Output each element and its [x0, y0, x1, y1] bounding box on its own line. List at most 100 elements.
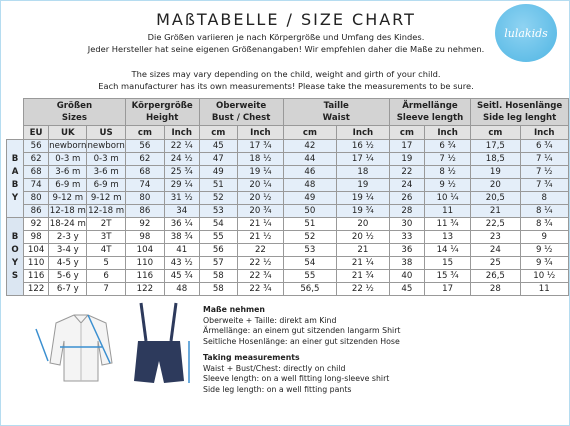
cell: 3-4 y: [48, 243, 88, 257]
group-header: Seitl. Hosenlänge Side leg lenght: [470, 98, 569, 126]
cell: 10 ¼: [424, 191, 472, 205]
cell: 58: [198, 269, 239, 283]
cell: 3-6 m: [86, 165, 126, 179]
intro-en: The sizes may vary depending on the chil…: [1, 68, 570, 92]
cell: 17 ¾: [237, 139, 284, 153]
intro-line: The sizes may vary depending on the chil…: [131, 69, 441, 79]
arrows: [35, 314, 111, 364]
section-letter: Y: [11, 192, 19, 203]
intro-line: Jeder Hersteller hat seine eigenen Größe…: [87, 44, 485, 54]
sub-header: EU: [23, 125, 50, 140]
cell: 8 ¼: [519, 204, 569, 218]
data-row: 104 3-4 y 4T 104 41 56 22 53 21 36 14 ¼ 24 9 ½: [7, 243, 569, 257]
sub-header: US: [86, 125, 126, 140]
data-row: 62 0-3 m 0-3 m 62 24 ½ 47 18 ½ 44 17 ¼ 19 7 ½ 18,5 7…: [7, 152, 569, 166]
cell: 9 ½: [424, 178, 472, 192]
cell: 41: [163, 243, 200, 257]
section-letter: O: [11, 244, 19, 255]
section-letter: Y: [11, 257, 19, 268]
note: Oberweite + Taille: direkt am Kind: [203, 315, 337, 325]
section-letter: A: [11, 166, 19, 177]
cell: 15: [424, 256, 472, 270]
cell: 18,5: [470, 152, 521, 166]
cell: 56: [124, 139, 165, 153]
cell: 38 ¾: [163, 230, 200, 244]
cell: 13: [424, 230, 472, 244]
section-letter: S: [11, 270, 19, 281]
data-row: 68 3-6 m 3-6 m 68 25 ¾ 49 19 ¼ 46 18 22 8 ½ 19 7 ½: [7, 165, 569, 179]
cell: 20 ½: [336, 230, 390, 244]
header-line: Seitl. Hosenlänge: [476, 101, 563, 111]
cell: 6-7 y: [48, 282, 88, 296]
sub-header-row: EU UK US cm Inch cm Inch cm Inch cm Inch cm Inch: [7, 125, 569, 140]
cell: 92: [23, 217, 50, 231]
data-row: 110 4-5 y 5 110 43 ½ 57 22 ½ 54 21 ¼ 38 15 25 9 ¾: [7, 256, 569, 270]
cell: 9 ½: [519, 243, 569, 257]
cell: 24: [388, 178, 426, 192]
header-line: Bust / Chest: [211, 113, 271, 123]
cell: 62: [23, 152, 50, 166]
cell: 56,5: [282, 282, 338, 296]
sub-header: Inch: [336, 125, 390, 140]
cell: 56: [23, 139, 50, 153]
note: Side leg length: on a well fitting pants: [203, 384, 352, 394]
data-row: 122 6-7 y 7 122 48 58 22 ¾ 56,5 22 ½ 45 17 28 11: [7, 282, 569, 296]
sub-header: cm: [124, 125, 165, 140]
cell: 5: [86, 256, 126, 270]
group-header: Taille Waist: [282, 98, 390, 126]
cell: 0-3 m: [48, 152, 88, 166]
sub-header: Inch: [424, 125, 472, 140]
note: Sleeve length: on a well fitting long-sl…: [203, 374, 390, 383]
cell: 34: [163, 204, 200, 218]
cell: 19 ¼: [336, 191, 390, 205]
sub-header: cm: [198, 125, 239, 140]
note: Ärmellänge: an einem gut sitzenden langa…: [203, 326, 401, 335]
data-row: B A B Y 56 newborn newborn 56 22 ¼ 45 17 ¾ 42 16 ½ 17…: [5, 139, 569, 218]
title: MAßTABELLE / SIZE CHART: [156, 10, 416, 29]
cell: 17: [388, 139, 426, 153]
cell: 2-3 y: [48, 230, 88, 244]
cell: 25 ¾: [163, 165, 200, 179]
cell: 53: [198, 204, 239, 218]
cell: 53: [282, 243, 338, 257]
note: Waist + Bust/Chest: directly on child: [203, 363, 346, 373]
sub-header: cm: [282, 125, 338, 140]
cell: 55: [198, 230, 239, 244]
cell: 56: [198, 243, 239, 257]
header-line: Sleeve length: [396, 113, 464, 123]
section-letter: B: [11, 153, 19, 164]
cell: 25: [470, 256, 521, 270]
cell: 52: [198, 191, 239, 205]
cell: 11 ¾: [424, 217, 472, 231]
cell: 54: [198, 217, 239, 231]
cell: 43 ½: [163, 256, 200, 270]
cell: 116: [23, 269, 50, 283]
group-header: Größen Sizes: [23, 98, 126, 126]
cell: 6-9 m: [86, 178, 126, 192]
logo: lulakids: [495, 4, 557, 62]
cell: 68: [124, 165, 165, 179]
cell: 3T: [86, 230, 126, 244]
cell: 11: [519, 282, 569, 296]
cell: 19: [336, 178, 390, 192]
data-row: 116 5-6 y 6 116 45 ¾ 58 22 ¾ 55 21 ¾ 40 15 ¾ 26,5 10…: [7, 269, 569, 283]
header-line: Waist: [322, 113, 350, 123]
cell: 7 ¼: [519, 152, 569, 166]
cell: 7 ¾: [519, 178, 569, 192]
cell: 48: [282, 178, 338, 192]
cell: 8 ½: [424, 165, 472, 179]
notes-title: Maße nehmen: [203, 305, 265, 314]
cell: 4T: [86, 243, 126, 257]
header-line: Taille: [323, 101, 349, 111]
cell: 21 ¾: [336, 269, 390, 283]
cell: newborn: [48, 139, 88, 153]
intro-line: Each manufacturer has its own measuremen…: [98, 81, 474, 91]
header-line: Height: [145, 113, 179, 123]
cell: 7 ½: [519, 165, 569, 179]
cell: 57: [198, 256, 239, 270]
cell: 18: [336, 165, 390, 179]
cell: 30: [388, 217, 426, 231]
